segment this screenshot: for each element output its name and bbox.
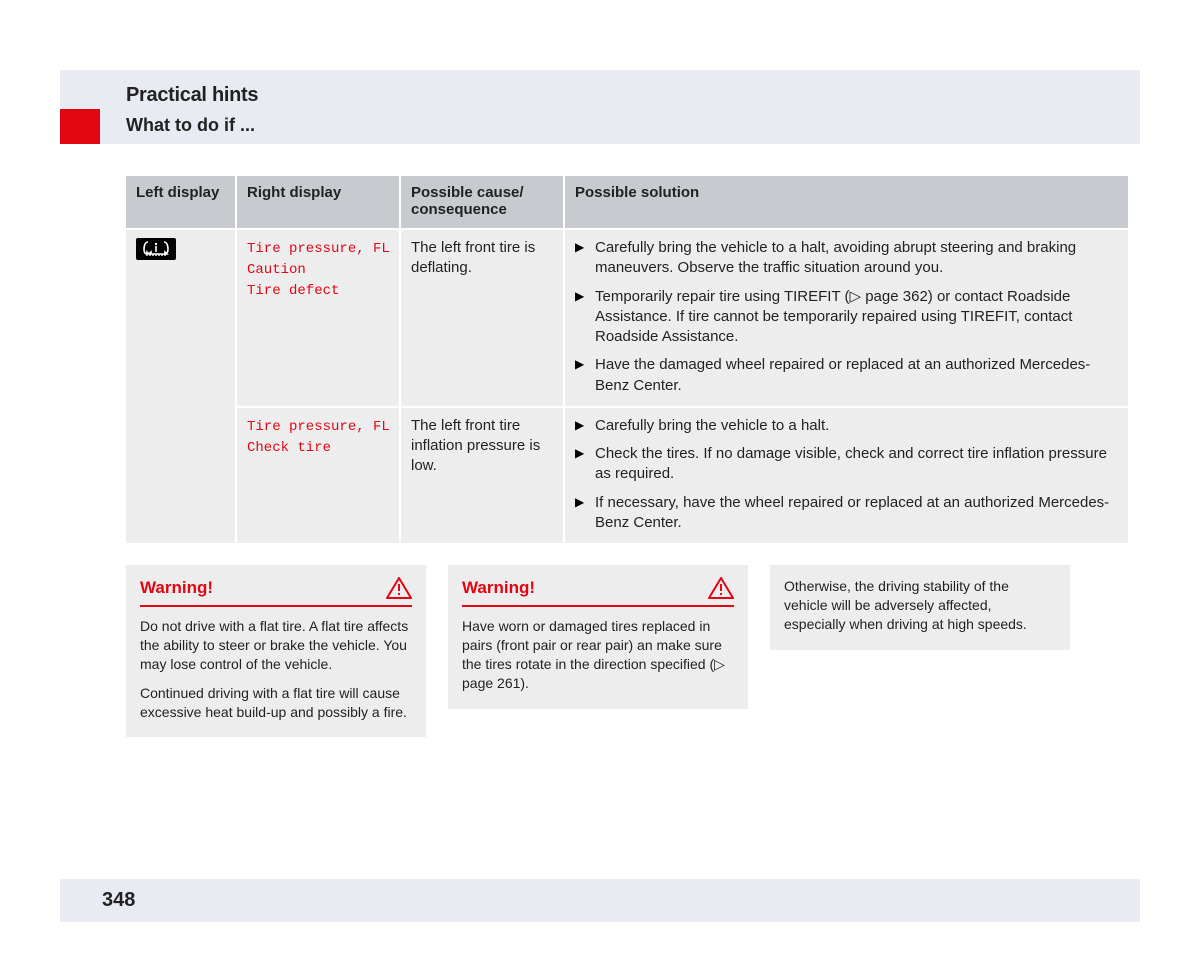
red-edge-tab xyxy=(60,109,100,144)
warning-header: Warning! xyxy=(462,577,734,607)
subsection-title: What to do if ... xyxy=(126,115,1140,136)
cell-solution: Carefully bring the vehicle to a halt, a… xyxy=(564,229,1128,407)
cell-right-display: Tire pressure, FL Check tire xyxy=(236,407,400,543)
warning-triangle-icon xyxy=(386,577,412,599)
solution-item: Have the damaged wheel repaired or repla… xyxy=(575,355,1118,396)
subsection-band-inner: What to do if ... xyxy=(100,109,1140,144)
warning-title: Warning! xyxy=(462,578,535,598)
table-row: Tire pressure, FL Check tire The left fr… xyxy=(126,407,1128,543)
warning-triangle-icon xyxy=(708,577,734,599)
manual-page: Practical hints What to do if ... Left d… xyxy=(0,70,1200,970)
cell-cause: The left front tire inflation pressure i… xyxy=(400,407,564,543)
diagnostics-table-wrap: Left display Right display Possible caus… xyxy=(126,176,1128,543)
col-cause-l1: Possible cause/ xyxy=(411,184,524,201)
solution-item: If necessary, have the wheel repaired or… xyxy=(575,493,1118,534)
col-right-display: Right display xyxy=(236,176,400,229)
warning-header: Warning! xyxy=(140,577,412,607)
cell-solution: Carefully bring the vehicle to a halt. C… xyxy=(564,407,1128,543)
warning-box: Warning! Do not drive with a flat tire. … xyxy=(126,565,426,737)
diagnostics-table: Left display Right display Possible caus… xyxy=(126,176,1128,543)
solution-list: Carefully bring the vehicle to a halt. C… xyxy=(575,416,1118,533)
warning-body: Have worn or damaged tires replaced in p… xyxy=(462,617,734,693)
cell-right-display: Tire pressure, FL Caution Tire defect xyxy=(236,229,400,407)
warning-paragraph: Have worn or damaged tires replaced in p… xyxy=(462,617,734,693)
solution-item: Carefully bring the vehicle to a halt, a… xyxy=(575,238,1118,279)
section-header-band: Practical hints xyxy=(60,70,1140,109)
warning-title: Warning! xyxy=(140,578,213,598)
solution-item: Carefully bring the vehicle to a halt. xyxy=(575,416,1118,436)
right-display-text: Tire pressure, FL Caution Tire defect xyxy=(247,241,390,299)
col-cause-l2: consequence xyxy=(411,201,507,218)
cell-cause: The left front tire is deflating. xyxy=(400,229,564,407)
note-box: Otherwise, the driving stability of the … xyxy=(770,565,1070,650)
solution-list: Carefully bring the vehicle to a halt, a… xyxy=(575,238,1118,396)
subsection-band: What to do if ... xyxy=(60,109,1140,144)
cell-left-display xyxy=(126,229,236,543)
col-solution: Possible solution xyxy=(564,176,1128,229)
warning-boxes-row: Warning! Do not drive with a flat tire. … xyxy=(126,565,1128,737)
table-header-row: Left display Right display Possible caus… xyxy=(126,176,1128,229)
col-left-display: Left display xyxy=(126,176,236,229)
warning-box: Warning! Have worn or damaged tires repl… xyxy=(448,565,748,709)
warning-paragraph: Continued driving with a flat tire will … xyxy=(140,684,412,722)
section-title: Practical hints xyxy=(126,84,1140,107)
page-number: 348 xyxy=(102,889,135,911)
warning-paragraph: Do not drive with a flat tire. A flat ti… xyxy=(140,617,412,674)
tpms-icon xyxy=(136,238,176,260)
solution-item: Check the tires. If no damage visible, c… xyxy=(575,444,1118,485)
table-row: Tire pressure, FL Caution Tire defect Th… xyxy=(126,229,1128,407)
footer-band: 348 xyxy=(60,879,1140,922)
solution-item: Temporarily repair tire using TIREFIT (▷… xyxy=(575,287,1118,348)
note-text: Otherwise, the driving stability of the … xyxy=(784,578,1027,632)
warning-body: Do not drive with a flat tire. A flat ti… xyxy=(140,617,412,721)
col-cause: Possible cause/consequence xyxy=(400,176,564,229)
right-display-text: Tire pressure, FL Check tire xyxy=(247,419,390,456)
